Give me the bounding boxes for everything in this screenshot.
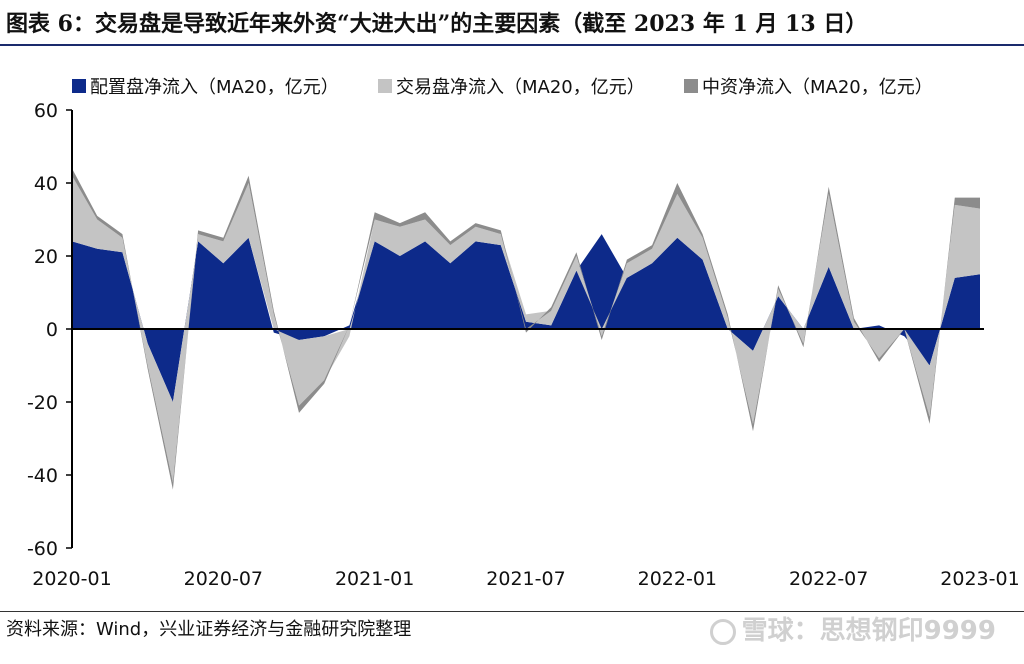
chart-legend: 配置盘净流入（MA20，亿元） 交易盘净流入（MA20，亿元） 中资净流入（MA20… [72,77,933,98]
source-note: 资料来源：Wind，兴业证券经济与金融研究院整理 [6,619,412,640]
legend-label-1: 配置盘净流入（MA20，亿元） [90,77,339,98]
watermark-text: 雪球：思想钢印9999 [741,616,996,646]
x-tick-label: 2022-01 [638,568,717,590]
legend-label-3: 中资净流入（MA20，亿元） [702,77,933,98]
legend-label-2: 交易盘净流入（MA20，亿元） [396,77,645,98]
xueqiu-logo-icon [709,618,736,645]
x-tick-label: 2023-01 [940,568,1019,590]
series-area-2 [72,175,980,483]
y-tick-label: 60 [34,100,58,122]
y-tick-label: 20 [34,246,58,268]
legend-swatch-1 [72,79,86,93]
y-tick-label: -40 [27,465,58,487]
chart-axes: 60 40 20 0 -20 -40 -60 2020-01 2020-07 2021-01 202… [27,100,1020,590]
y-tick-label: 40 [34,173,58,195]
legend-swatch-3 [684,79,698,93]
y-tick-label: 0 [46,319,58,341]
x-tick-label: 2022-07 [789,568,868,590]
figure-title: 图表 6：交易盘是导致近年来外资“大进大出”的主要因素（截至 2023 年 1 … [6,11,868,37]
x-tick-label: 2021-01 [335,568,414,590]
x-tick-label: 2020-07 [184,568,263,590]
stacked-area-chart: 配置盘净流入（MA20，亿元） 交易盘净流入（MA20，亿元） 中资净流入（MA20… [27,77,1020,590]
series-area-1 [72,234,980,402]
watermark: 雪球：思想钢印9999 [709,616,996,646]
footer-divider [0,611,1024,612]
x-tick-label: 2020-01 [32,568,111,590]
title-divider [0,44,1024,46]
y-tick-label: -20 [27,392,58,414]
y-tick-label: -60 [27,538,58,560]
x-tick-label: 2021-07 [486,568,565,590]
legend-swatch-2 [378,79,392,93]
